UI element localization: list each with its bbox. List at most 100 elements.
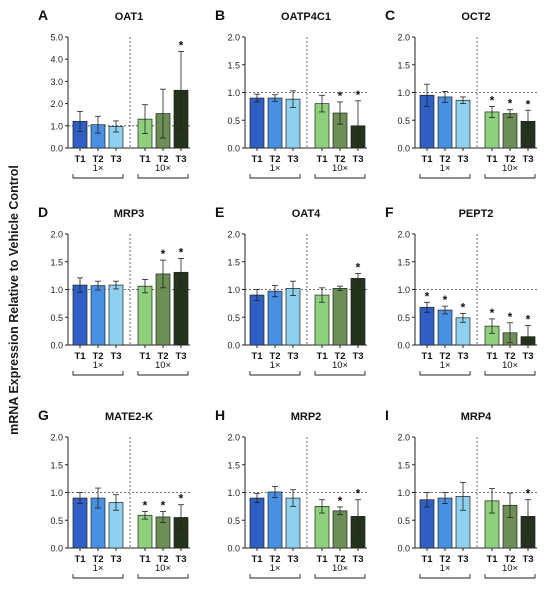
y-tick-label: 0.0 xyxy=(397,144,410,154)
x-tick-label: T3 xyxy=(352,554,363,565)
significance-star: * xyxy=(356,260,361,274)
bar xyxy=(350,278,366,346)
group-label: 1× xyxy=(270,163,281,174)
group-label: 10× xyxy=(332,563,348,574)
x-tick-label: T1 xyxy=(316,154,328,165)
group-bracket xyxy=(137,574,189,579)
x-tick-label: T1 xyxy=(486,351,498,362)
x-tick-label: T1 xyxy=(251,154,263,165)
x-tick-label: T1 xyxy=(486,554,498,565)
x-tick-label: T3 xyxy=(457,351,468,362)
bar xyxy=(137,514,153,549)
x-tick-label: T3 xyxy=(522,554,533,565)
x-tick-label: T1 xyxy=(139,351,151,362)
x-tick-label: T2 xyxy=(334,154,345,165)
panel-i: I MRP4 0.0 0.5 1.0 1.5 2.0 T1 T2 T3 T1 T2 * T3 1× 10× xyxy=(385,407,537,579)
y-tick-label: 0.5 xyxy=(50,516,63,526)
group-bracket xyxy=(72,371,124,376)
x-tick-label: T2 xyxy=(439,351,450,362)
y-tick-label: 2.0 xyxy=(50,433,63,443)
x-tick-label: T1 xyxy=(421,554,433,565)
y-tick-label: 1.0 xyxy=(227,88,240,98)
y-tick-label: 2.0 xyxy=(397,433,410,443)
panel-g: G MATE2-K 0.0 0.5 1.0 1.5 2.0 T1 T2 T3 * T1 * T2 * T3 1×… xyxy=(38,407,190,579)
y-tick-label: 4.0 xyxy=(50,55,63,65)
group-bracket xyxy=(72,574,124,579)
panel-letter: H xyxy=(215,407,225,423)
panel-letter: E xyxy=(215,204,224,220)
group-label: 1× xyxy=(440,163,451,174)
y-tick-label: 0.0 xyxy=(397,341,410,351)
bar xyxy=(455,99,471,149)
panel-letter: C xyxy=(385,7,395,23)
x-tick-label: T1 xyxy=(74,351,86,362)
significance-star: * xyxy=(161,247,166,261)
x-tick-label: T1 xyxy=(251,554,263,565)
x-tick-label: T2 xyxy=(269,154,280,165)
group-bracket xyxy=(72,174,124,179)
group-bracket xyxy=(249,371,301,376)
significance-star: * xyxy=(490,93,495,107)
x-tick-label: T3 xyxy=(175,154,186,165)
panel-letter: B xyxy=(215,7,225,23)
group-label: 10× xyxy=(155,163,171,174)
group-label: 10× xyxy=(155,563,171,574)
bar xyxy=(249,97,265,149)
x-tick-label: T2 xyxy=(504,154,515,165)
y-tick-label: 0.0 xyxy=(397,544,410,554)
group-bracket xyxy=(314,174,366,179)
group-bracket xyxy=(137,371,189,376)
group-label: 1× xyxy=(270,360,281,371)
x-tick-label: T2 xyxy=(439,554,450,565)
panel-letter: A xyxy=(38,7,48,23)
y-tick-label: 0.0 xyxy=(227,144,240,154)
y-tick-label: 2.0 xyxy=(397,230,410,240)
y-tick-label: 1.0 xyxy=(227,488,240,498)
y-tick-label: 0.5 xyxy=(397,116,410,126)
panel-b: B OATP4C1 0.0 0.5 1.0 1.5 2.0 T1 T2 T3 T1 * T2 * T3 1× 1… xyxy=(215,7,367,179)
significance-star: * xyxy=(526,313,531,327)
significance-star: * xyxy=(179,492,184,506)
y-tick-label: 1.5 xyxy=(397,257,410,267)
bar xyxy=(502,113,518,149)
bar xyxy=(137,285,153,346)
significance-star: * xyxy=(508,310,513,324)
x-tick-label: T3 xyxy=(287,154,298,165)
x-tick-label: T2 xyxy=(157,351,168,362)
y-tick-label: 2.0 xyxy=(227,33,240,43)
y-tick-label: 1.0 xyxy=(397,88,410,98)
x-tick-label: T2 xyxy=(504,554,515,565)
group-bracket xyxy=(314,574,366,579)
group-bracket xyxy=(419,174,471,179)
panel-title: MRP2 xyxy=(291,411,322,423)
significance-star: * xyxy=(461,300,466,314)
significance-star: * xyxy=(143,498,148,512)
x-tick-label: T2 xyxy=(334,351,345,362)
panel-title: OAT1 xyxy=(115,11,144,23)
x-tick-label: T3 xyxy=(175,554,186,565)
group-bracket xyxy=(314,371,366,376)
y-tick-label: 1.0 xyxy=(227,285,240,295)
group-label: 10× xyxy=(155,360,171,371)
y-tick-label: 1.0 xyxy=(50,121,63,131)
panel-title: MRP4 xyxy=(461,411,492,423)
x-tick-label: T3 xyxy=(110,554,121,565)
y-tick-label: 1.5 xyxy=(227,460,240,470)
x-tick-label: T1 xyxy=(421,154,433,165)
significance-star: * xyxy=(338,494,343,508)
panel-letter: F xyxy=(385,204,394,220)
significance-star: * xyxy=(526,97,531,111)
panel-title: MATE2-K xyxy=(105,411,153,423)
x-tick-label: T1 xyxy=(486,154,498,165)
group-bracket xyxy=(484,371,536,376)
x-tick-label: T2 xyxy=(92,554,103,565)
x-tick-label: T3 xyxy=(287,351,298,362)
bar xyxy=(90,285,106,346)
y-tick-label: 5.0 xyxy=(50,33,63,43)
significance-star: * xyxy=(356,487,361,501)
significance-star: * xyxy=(161,498,166,512)
panel-c: C OCT2 0.0 0.5 1.0 1.5 2.0 T1 T2 T3 * T1 * T2 * T3 1× 10× xyxy=(385,7,537,179)
group-label: 1× xyxy=(93,563,104,574)
y-tick-label: 1.0 xyxy=(397,488,410,498)
x-tick-label: T2 xyxy=(157,154,168,165)
